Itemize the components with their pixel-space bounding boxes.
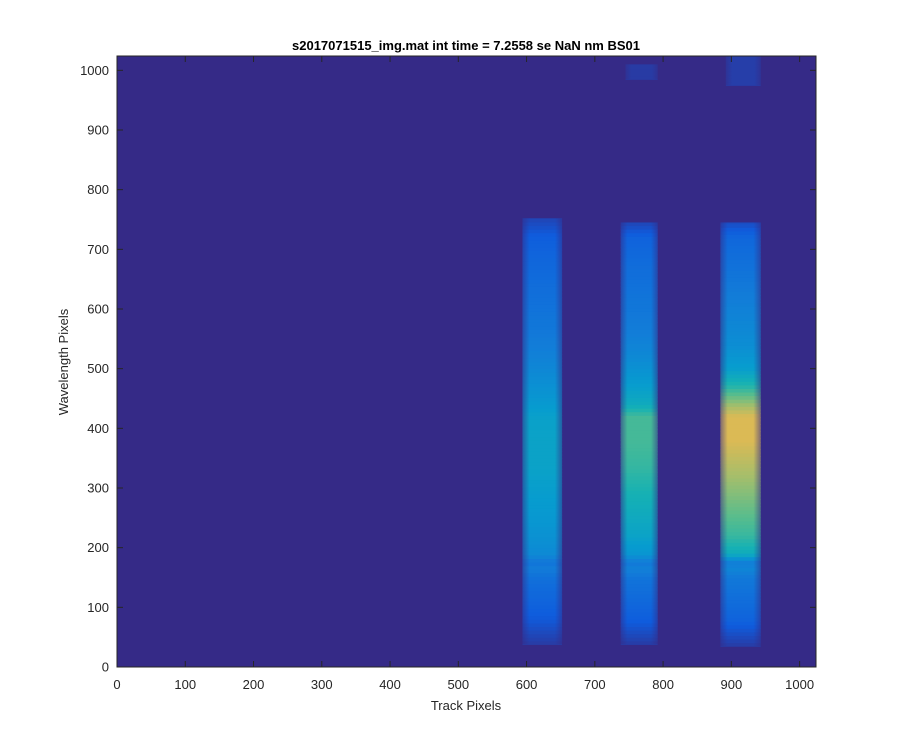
y-axis-label: Wavelength Pixels — [56, 308, 71, 415]
band-edge-shading — [620, 222, 658, 645]
y-tick-label: 300 — [87, 480, 109, 495]
x-tick-label: 100 — [174, 677, 196, 692]
y-tick-label: 400 — [87, 421, 109, 436]
spectral-bands — [522, 56, 761, 647]
plot-frame — [116, 55, 817, 668]
band-edge-shading — [625, 64, 658, 80]
y-tick-label: 600 — [87, 301, 109, 316]
spectral-band — [725, 56, 761, 86]
x-tick-label: 1000 — [785, 677, 814, 692]
x-axis-label: Track Pixels — [431, 698, 502, 713]
plot-background — [117, 56, 816, 667]
y-tick-label: 200 — [87, 540, 109, 555]
x-tick-label: 0 — [113, 677, 120, 692]
x-tick-label: 800 — [652, 677, 674, 692]
spectral-band — [625, 64, 658, 80]
spectral-band — [620, 222, 658, 645]
y-tick-label: 1000 — [80, 63, 109, 78]
x-tick-label: 900 — [721, 677, 743, 692]
plot-area — [116, 55, 817, 668]
y-tick-label: 800 — [87, 182, 109, 197]
x-tick-label: 500 — [447, 677, 469, 692]
x-tick-label: 400 — [379, 677, 401, 692]
x-tick-label: 300 — [311, 677, 333, 692]
y-tick-label: 100 — [87, 600, 109, 615]
x-tick-label: 700 — [584, 677, 606, 692]
chart-title: s2017071515_img.mat int time = 7.2558 se… — [292, 38, 640, 53]
x-tick-label: 600 — [516, 677, 538, 692]
y-tick-label: 0 — [102, 660, 109, 675]
x-axis: 0 100 200 300 400 500 600 700 800 900 1000 — [113, 56, 814, 692]
y-tick-label: 500 — [87, 361, 109, 376]
y-tick-label: 700 — [87, 242, 109, 257]
y-axis: 0 100 200 300 400 500 600 700 800 900 1000 — [80, 63, 816, 675]
spectral-band — [720, 222, 761, 647]
spectral-band — [522, 218, 563, 645]
band-edge-shading — [720, 222, 761, 647]
band-edge-shading — [522, 218, 563, 645]
x-tick-label: 200 — [243, 677, 265, 692]
y-tick-label: 900 — [87, 122, 109, 137]
